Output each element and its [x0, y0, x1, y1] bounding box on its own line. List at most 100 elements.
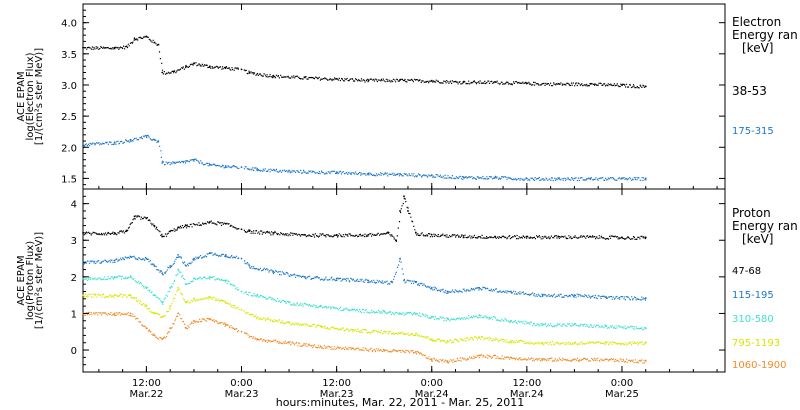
data-point: [129, 255, 132, 258]
xtick-time-label: 0:00: [611, 378, 633, 389]
data-point: [169, 305, 172, 308]
data-point: [193, 277, 195, 280]
series-175-315-points: [83, 134, 647, 182]
data-point: [541, 358, 544, 361]
data-point: [161, 316, 164, 318]
data-point: [224, 165, 227, 167]
data-point: [573, 341, 576, 344]
data-point: [185, 65, 187, 68]
panel-1-ytick-label: 3.0: [61, 81, 77, 92]
data-point: [541, 294, 544, 297]
data-point: [256, 168, 259, 170]
data-point: [145, 257, 148, 260]
series-38-53: [82, 35, 647, 89]
data-point: [113, 275, 116, 278]
data-point: [319, 325, 322, 328]
panel-2-ylabel: [1/(cm²s ster MeV)]: [34, 232, 45, 329]
data-point: [304, 76, 306, 79]
data-point: [145, 286, 148, 289]
data-point: [177, 268, 180, 271]
data-point: [462, 176, 465, 179]
data-point: [494, 176, 497, 179]
data-point: [248, 71, 251, 74]
panel-1-ytick-label: 4.0: [61, 19, 77, 30]
data-point: [367, 279, 370, 282]
data-point: [621, 84, 623, 86]
data-point: [430, 174, 433, 177]
data-point: [82, 294, 84, 297]
data-point: [145, 305, 148, 308]
data-point: [288, 301, 290, 304]
data-point: [399, 173, 401, 175]
series-1060-1900: [82, 311, 647, 364]
data-point: [462, 234, 465, 237]
data-point: [185, 224, 187, 227]
legend-entry-795-1193: 795-1193: [732, 338, 780, 349]
data-point: [589, 177, 592, 180]
data-point: [430, 233, 433, 236]
data-point: [621, 236, 623, 239]
data-point: [573, 294, 576, 297]
data-point: [335, 171, 338, 174]
data-point: [589, 235, 592, 238]
data-point: [414, 350, 417, 353]
data-point: [177, 286, 180, 289]
data-point: [133, 37, 136, 40]
data-point: [125, 230, 128, 232]
series-47-68-points: [82, 197, 647, 242]
panel-1-ylabel: [1/(cm²s ster MeV)]: [34, 48, 45, 145]
data-point: [462, 80, 465, 83]
data-point: [525, 82, 528, 85]
data-point: [82, 143, 84, 146]
xtick-date-label: Mar.23: [225, 389, 259, 400]
xtick-time-label: 0:00: [421, 378, 443, 389]
series-175-315: [82, 134, 647, 182]
panel-2-ytick-label: 0: [71, 346, 77, 357]
data-point: [185, 264, 187, 267]
data-point: [510, 339, 512, 342]
panel-1-legend-title: [keV]: [742, 41, 773, 55]
data-point: [414, 332, 417, 335]
data-point: [403, 195, 405, 198]
xtick-time-label: 0:00: [230, 378, 252, 389]
data-point: [240, 166, 243, 169]
data-point: [169, 264, 172, 267]
data-point: [478, 314, 481, 317]
data-point: [161, 71, 164, 74]
data-point: [335, 233, 338, 236]
data-point: [288, 170, 290, 172]
data-point: [644, 327, 647, 329]
data-point: [193, 297, 195, 300]
data-point: [208, 296, 211, 298]
data-point: [256, 338, 259, 340]
data-point: [399, 257, 401, 260]
data-point: [129, 312, 132, 315]
data-point: [208, 221, 211, 223]
data-point: [157, 140, 160, 142]
data-point: [224, 66, 227, 69]
data-point: [430, 79, 433, 82]
data-point: [319, 305, 322, 308]
data-point: [510, 290, 512, 293]
data-point: [351, 308, 354, 311]
data-point: [304, 233, 306, 236]
data-point: [288, 341, 290, 344]
data-point: [644, 341, 647, 344]
data-point: [414, 232, 417, 234]
panel-2-ytick-label: 4: [71, 200, 77, 211]
series-1060-1900-points: [83, 311, 647, 364]
data-point: [125, 45, 128, 48]
data-point: [399, 312, 401, 315]
xtick-date-label: Mar.24: [415, 389, 449, 400]
data-point: [446, 318, 449, 320]
xtick-date-label: Mar.24: [510, 389, 544, 400]
data-point: [494, 235, 497, 238]
series-115-195: [82, 252, 647, 301]
data-point: [319, 345, 322, 348]
data-point: [557, 177, 560, 180]
data-point: [644, 236, 647, 239]
data-point: [129, 294, 132, 297]
data-point: [399, 79, 401, 81]
data-point: [224, 222, 227, 225]
